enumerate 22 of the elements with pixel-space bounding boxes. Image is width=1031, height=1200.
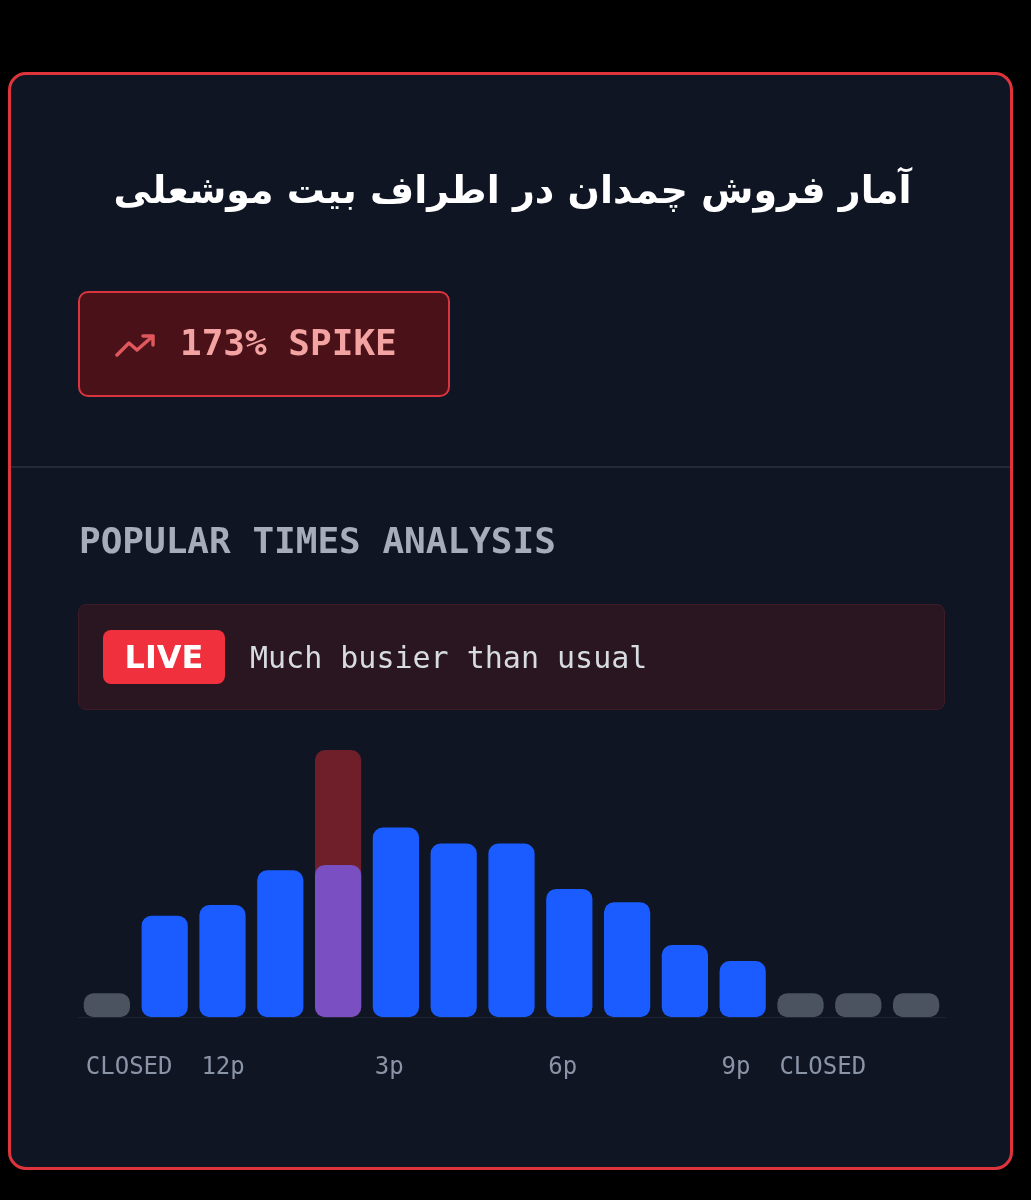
x-tick-label: 3p xyxy=(374,1051,404,1080)
x-tick-label: CLOSED xyxy=(85,1051,173,1080)
bar xyxy=(199,904,246,1018)
bar xyxy=(488,843,535,1018)
bar xyxy=(372,827,420,1018)
x-tick-label: 12p xyxy=(201,1051,245,1080)
text: Much busier than usual xyxy=(250,640,648,675)
x-tick-label: 6p xyxy=(548,1051,578,1080)
bar xyxy=(257,870,304,1018)
bar xyxy=(141,915,188,1018)
x-tick-label: 9p xyxy=(721,1051,751,1080)
bar xyxy=(430,843,477,1018)
bar xyxy=(661,945,709,1018)
bar xyxy=(719,961,766,1018)
text: 173% SPIKE xyxy=(180,322,397,363)
text: LIVE xyxy=(123,638,205,676)
x-tick-label: CLOSED xyxy=(779,1051,867,1080)
bar xyxy=(546,888,593,1018)
bar xyxy=(314,864,362,1018)
bar xyxy=(603,902,651,1018)
chart-subtitle: POPULAR TIMES ANALYSIS xyxy=(79,520,556,561)
chart-title: آمار فروش چمدان در اطراف بیت موشعلی xyxy=(112,168,914,212)
